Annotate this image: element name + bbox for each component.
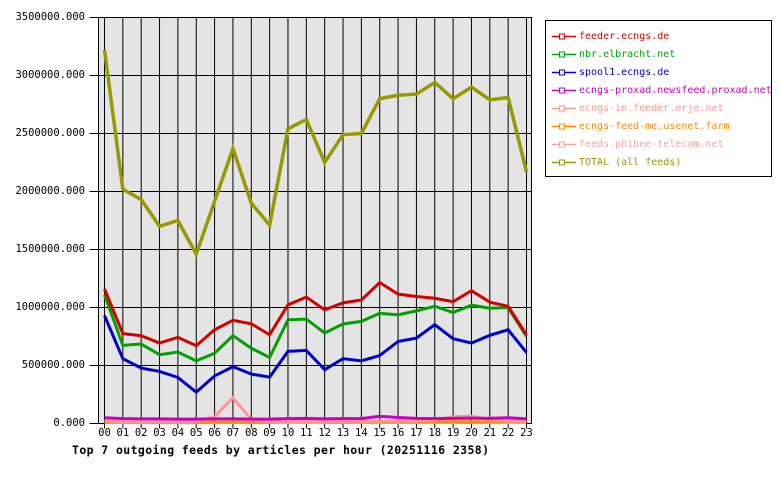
legend-item: feeds.phibee-telecom.net bbox=[552, 135, 771, 153]
legend-point-marker-icon bbox=[559, 123, 565, 130]
chart-canvas bbox=[89, 17, 532, 429]
legend: feeder.ecngs.de nbr.elbracht.net spool1.ec… bbox=[545, 20, 772, 177]
y-axis-tick-label: 500000.000 bbox=[21, 359, 85, 371]
x-axis-tick-label: 23 bbox=[520, 427, 533, 439]
legend-line-sample-icon bbox=[552, 87, 576, 94]
legend-label: TOTAL (all feeds) bbox=[579, 156, 682, 168]
x-axis-tick-label: 20 bbox=[465, 427, 478, 439]
y-axis-tick-label: 3000000.000 bbox=[15, 69, 85, 81]
legend-line-sample-icon bbox=[552, 51, 576, 58]
legend-line-sample-icon bbox=[552, 105, 576, 112]
legend-point-marker-icon bbox=[559, 159, 565, 166]
legend-line-sample-icon bbox=[552, 159, 576, 166]
series-line-total-all-feeds- bbox=[102, 49, 529, 259]
chart-title: Top 7 outgoing feeds by articles per hou… bbox=[72, 443, 490, 457]
series-line-nbr-elbracht-net bbox=[103, 294, 528, 363]
series-line-ecngs-proxad-newsfeed-proxad-net bbox=[104, 414, 527, 421]
y-axis-tick-label: 0.000 bbox=[53, 417, 85, 429]
x-axis-tick-label: 15 bbox=[373, 427, 387, 439]
x-axis-tick-label: 18 bbox=[428, 427, 442, 439]
legend-item: ecngs-feed-me.usenet.farm bbox=[552, 117, 771, 135]
legend-label: feeds.phibee-telecom.net bbox=[579, 138, 724, 150]
series-line-spool1-ecngs-de bbox=[103, 315, 528, 395]
legend-label: ecngs-in.feeder.erje.net bbox=[579, 102, 724, 114]
x-axis-tick-label: 13 bbox=[336, 427, 350, 439]
series-line-ecngs-in-feeder-erje-net bbox=[104, 395, 527, 424]
y-axis-tick-label: 3500000.000 bbox=[15, 11, 85, 23]
x-axis-tick-label: 16 bbox=[391, 427, 405, 439]
x-axis-tick-label: 04 bbox=[171, 427, 185, 439]
y-axis-tick-label: 1000000.000 bbox=[15, 301, 85, 313]
x-axis-tick-label: 03 bbox=[153, 427, 166, 439]
legend-item: feeder.ecngs.de bbox=[552, 27, 771, 45]
x-axis-tick-label: 09 bbox=[263, 427, 276, 439]
legend-point-marker-icon bbox=[559, 69, 565, 76]
legend-label: ecngs-feed-me.usenet.farm bbox=[579, 120, 730, 132]
y-axis-tick-label: 1500000.000 bbox=[15, 243, 85, 255]
legend-label: ecngs-proxad.newsfeed.proxad.net bbox=[579, 84, 772, 96]
x-axis-tick-label: 19 bbox=[446, 427, 460, 439]
legend-label: nbr.elbracht.net bbox=[579, 48, 676, 60]
legend-label: feeder.ecngs.de bbox=[579, 30, 670, 42]
x-axis-tick-label: 08 bbox=[244, 427, 258, 439]
plot-area bbox=[89, 17, 532, 434]
legend-item: ecngs-in.feeder.erje.net bbox=[552, 99, 771, 117]
legend-line-sample-icon bbox=[552, 141, 576, 148]
legend-label: spool1.ecngs.de bbox=[579, 66, 670, 78]
legend-point-marker-icon bbox=[559, 87, 565, 94]
x-axis-tick-label: 01 bbox=[116, 427, 130, 439]
x-axis-tick-label: 02 bbox=[134, 427, 148, 439]
x-axis-tick-label: 11 bbox=[299, 427, 313, 439]
x-axis-tick-label: 14 bbox=[355, 427, 368, 439]
series-line-feeder-ecngs-de bbox=[103, 280, 528, 348]
x-axis-tick-label: 10 bbox=[281, 427, 295, 439]
x-axis-tick-label: 05 bbox=[189, 427, 203, 439]
legend-item: ecngs-proxad.newsfeed.proxad.net bbox=[552, 81, 772, 99]
legend-line-sample-icon bbox=[552, 69, 576, 76]
legend-point-marker-icon bbox=[559, 105, 565, 112]
y-axis-tick-label: 2000000.000 bbox=[15, 185, 85, 197]
legend-point-marker-icon bbox=[559, 141, 565, 148]
x-axis-tick-label: 12 bbox=[318, 427, 331, 439]
legend-point-marker-icon bbox=[559, 33, 565, 40]
legend-point-marker-icon bbox=[559, 51, 565, 58]
legend-item: TOTAL (all feeds) bbox=[552, 153, 771, 171]
plot-background bbox=[98, 17, 532, 424]
legend-item: nbr.elbracht.net bbox=[552, 45, 771, 63]
x-axis-tick-label: 07 bbox=[226, 427, 240, 439]
x-axis-tick-label: 22 bbox=[501, 427, 515, 439]
legend-item: spool1.ecngs.de bbox=[552, 63, 771, 81]
x-axis-tick-label: 17 bbox=[410, 427, 423, 439]
x-axis-tick-label: 06 bbox=[208, 427, 221, 439]
x-axis-tick-label: 00 bbox=[98, 427, 111, 439]
legend-line-sample-icon bbox=[552, 33, 576, 40]
y-axis-tick-label: 2500000.000 bbox=[15, 127, 85, 139]
x-axis-tick-label: 21 bbox=[483, 427, 497, 439]
legend-line-sample-icon bbox=[552, 123, 576, 130]
